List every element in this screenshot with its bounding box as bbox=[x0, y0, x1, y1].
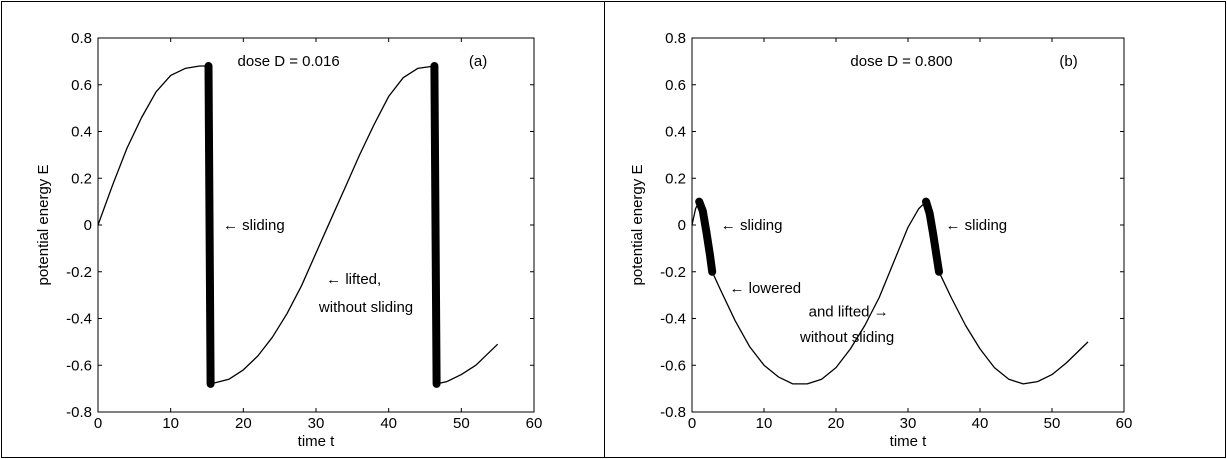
x-tick-label: 30 bbox=[308, 415, 325, 432]
energy-curve-line bbox=[97, 65, 209, 226]
energy-curve-line bbox=[210, 65, 435, 385]
panel-divider bbox=[604, 1, 605, 458]
x-axis-label: time t bbox=[890, 433, 928, 450]
curve-annotation: ← lowered bbox=[729, 280, 801, 297]
y-tick-label: -0.6 bbox=[660, 357, 686, 374]
dose-annotation: dose D = 0.800 bbox=[850, 53, 952, 70]
y-tick-label: 0 bbox=[84, 217, 92, 234]
x-tick-label: 50 bbox=[1044, 415, 1061, 432]
x-tick-label: 0 bbox=[688, 415, 696, 432]
energy-curve-line bbox=[711, 201, 927, 385]
y-tick-label: -0.2 bbox=[66, 264, 92, 281]
y-tick-label: 0 bbox=[678, 217, 686, 234]
x-tick-label: 60 bbox=[526, 415, 543, 432]
y-tick-label: 0.8 bbox=[665, 30, 686, 47]
x-tick-label: 20 bbox=[235, 415, 252, 432]
sliding-segment-line bbox=[204, 62, 215, 388]
sliding-segment-line bbox=[922, 197, 943, 276]
curve-annotation: without sliding bbox=[799, 329, 894, 346]
y-tick-label: 0.2 bbox=[71, 170, 92, 187]
y-tick-label: 0.8 bbox=[71, 30, 92, 47]
x-tick-label: 0 bbox=[94, 415, 102, 432]
curve-annotation: and lifted → bbox=[809, 303, 889, 320]
panel-label: (b) bbox=[1059, 53, 1077, 70]
dose-annotation: dose D = 0.016 bbox=[238, 53, 340, 70]
x-tick-label: 50 bbox=[453, 415, 470, 432]
y-tick-label: 0.4 bbox=[71, 124, 92, 141]
curve-annotation: ← sliding bbox=[223, 217, 285, 234]
y-tick-label: -0.8 bbox=[66, 404, 92, 421]
x-axis-label: time t bbox=[298, 433, 336, 450]
x-tick-label: 30 bbox=[900, 415, 917, 432]
y-tick-label: -0.6 bbox=[66, 357, 92, 374]
sliding-segment-line bbox=[430, 62, 441, 388]
y-tick-label: -0.4 bbox=[660, 311, 686, 328]
x-tick-label: 40 bbox=[972, 415, 989, 432]
y-tick-label: 0.6 bbox=[71, 77, 92, 94]
y-tick-label: -0.4 bbox=[66, 311, 92, 328]
y-tick-label: 0.2 bbox=[665, 170, 686, 187]
x-tick-label: 60 bbox=[1116, 415, 1133, 432]
y-tick-label: -0.2 bbox=[660, 264, 686, 281]
panel-label: (a) bbox=[469, 53, 487, 70]
x-tick-label: 20 bbox=[828, 415, 845, 432]
energy-curve-line bbox=[436, 343, 499, 385]
y-axis-label: potential energy E bbox=[35, 165, 52, 286]
curve-annotation: ← sliding bbox=[945, 217, 1007, 234]
energy-curve-line bbox=[938, 271, 1089, 385]
y-tick-label: -0.8 bbox=[660, 404, 686, 421]
y-tick-label: 0.6 bbox=[665, 77, 686, 94]
curve-annotation: ← lifted, bbox=[326, 271, 381, 288]
y-tick-label: 0.4 bbox=[665, 124, 686, 141]
chart-panel-a: 0 10 20 30 40 50 60 -0.8 -0.6 -0.4 -0.2 0 0.2 0.4 0.6 0… bbox=[35, 30, 543, 450]
x-tick-label: 40 bbox=[380, 415, 397, 432]
x-tick-label: 10 bbox=[756, 415, 773, 432]
y-axis-label: potential energy E bbox=[629, 165, 646, 286]
curve-annotation: ← sliding bbox=[721, 217, 783, 234]
sliding-segment-line bbox=[695, 197, 717, 276]
curve-annotation: without sliding bbox=[318, 299, 413, 316]
x-tick-label: 10 bbox=[162, 415, 179, 432]
